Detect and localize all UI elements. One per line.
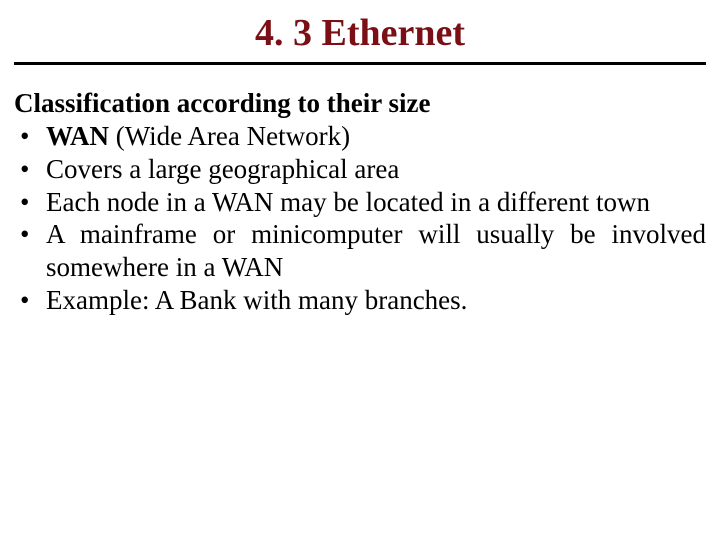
- list-item-bold: WAN: [46, 121, 109, 151]
- bullet-list: WAN (Wide Area Network) Covers a large g…: [14, 120, 706, 318]
- list-item-rest: (Wide Area Network): [109, 121, 350, 151]
- slide: 4. 3 Ethernet Classification according t…: [0, 0, 720, 540]
- list-item: Example: A Bank with many branches.: [14, 284, 706, 317]
- list-item-text: WAN (Wide Area Network): [46, 120, 706, 153]
- list-item: Covers a large geographical area: [14, 153, 706, 186]
- slide-body: Classification according to their size W…: [14, 65, 706, 318]
- title-wrap: 4. 3 Ethernet: [14, 12, 706, 58]
- list-item: Each node in a WAN may be located in a d…: [14, 186, 706, 219]
- list-item-text: Covers a large geographical area: [46, 154, 399, 184]
- subheading: Classification according to their size: [14, 87, 706, 120]
- list-item-text: Each node in a WAN may be located in a d…: [46, 187, 650, 217]
- list-item-text: A mainframe or minicomputer will usually…: [46, 219, 706, 282]
- list-item-text: Example: A Bank with many branches.: [46, 285, 467, 315]
- list-item: WAN (Wide Area Network): [14, 120, 706, 153]
- slide-title: 4. 3 Ethernet: [249, 12, 471, 58]
- list-item: A mainframe or minicomputer will usually…: [14, 218, 706, 284]
